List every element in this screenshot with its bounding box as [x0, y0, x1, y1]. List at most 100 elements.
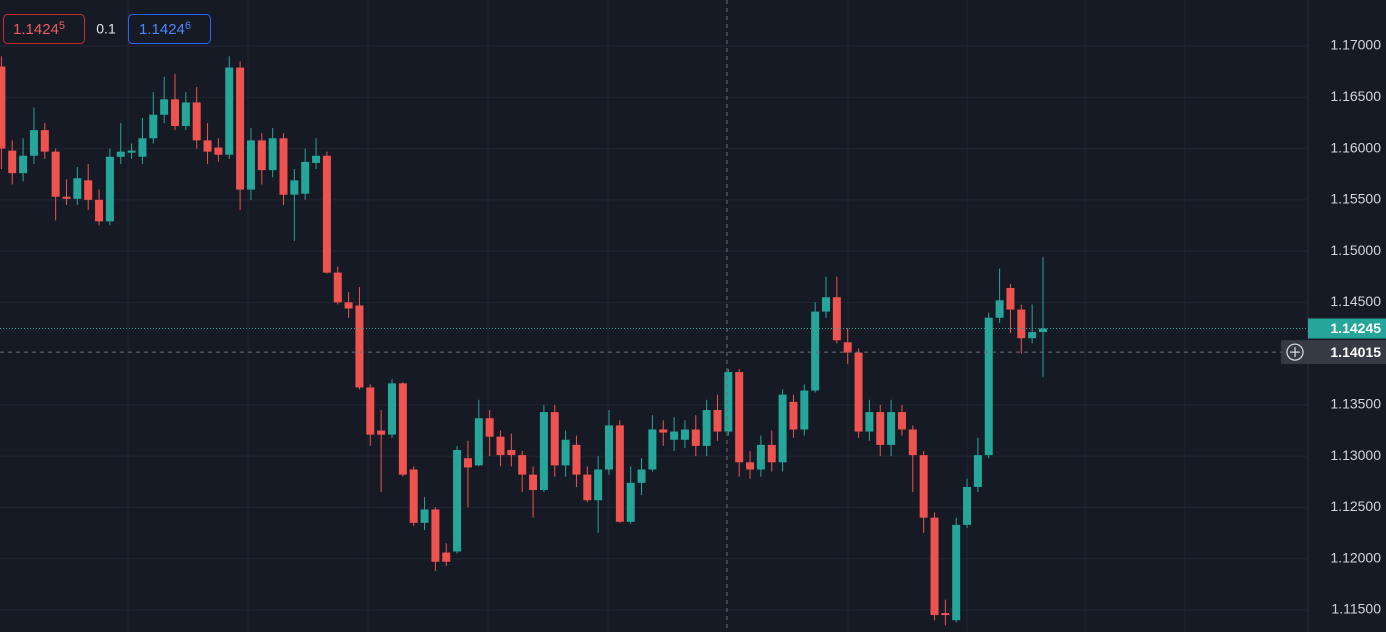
candle-body [257, 140, 266, 171]
y-tick-label: 1.12500 [1330, 498, 1381, 514]
candle-body [73, 178, 82, 199]
sell-price-main: 1.1424 [13, 21, 59, 38]
candle-body [203, 140, 212, 152]
candle-body [626, 482, 635, 522]
candle-body [463, 458, 472, 468]
candle-body [973, 455, 982, 487]
sell-button[interactable] [3, 14, 85, 44]
candle-body [290, 180, 299, 195]
candle-body [876, 412, 885, 445]
candle-body [865, 412, 874, 432]
candle-body [670, 431, 679, 440]
candle-body [930, 517, 939, 616]
candle-body [431, 509, 440, 562]
add-alert-button[interactable] [1286, 343, 1304, 361]
candle-body [691, 429, 700, 446]
overlay [0, 328, 1308, 353]
candle-body [507, 450, 516, 456]
candle-body [746, 462, 755, 470]
candle-body [529, 474, 538, 490]
candle-body [214, 147, 223, 155]
candle-body [84, 180, 93, 200]
candle-body [735, 372, 744, 463]
add-alert-icon [1290, 347, 1300, 358]
candle-body [680, 429, 689, 440]
candle-body [941, 613, 950, 616]
time-grid [127, 0, 1186, 632]
candle-body [561, 439, 570, 466]
candle-body [1028, 332, 1037, 339]
candle-body [887, 412, 896, 445]
last-price-tag [1308, 318, 1386, 339]
candle-body [19, 155, 28, 174]
candle-body [832, 297, 841, 341]
last-price-label: 1.14245 [1330, 320, 1381, 336]
candle-body [149, 114, 158, 139]
candle-body [171, 99, 179, 127]
candle-body [800, 390, 809, 430]
candle-body [0, 66, 6, 149]
candle-body [778, 394, 787, 463]
candle-body [377, 430, 386, 435]
candle-body [963, 486, 972, 525]
y-tick-label: 1.15000 [1330, 242, 1381, 258]
candle-body [8, 150, 17, 174]
candle-body [192, 102, 201, 141]
candle-body [659, 429, 668, 433]
candle-body [583, 474, 592, 501]
y-tick-label: 1.13500 [1330, 396, 1381, 412]
candle-body [409, 469, 418, 523]
candle-body [398, 383, 407, 475]
candle-body [724, 372, 733, 432]
plot [0, 45, 1308, 626]
candle-body [333, 272, 342, 303]
candle-body [420, 509, 429, 523]
candle-body [236, 67, 245, 190]
buy-price-main: 1.1424 [139, 21, 185, 38]
candle-body [95, 199, 104, 222]
candle-body [767, 444, 776, 463]
candle-body [822, 297, 830, 312]
candle-body [322, 155, 331, 273]
buy-button[interactable] [128, 14, 211, 44]
y-tick-label: 1.14500 [1330, 293, 1381, 309]
candle-body [29, 130, 38, 156]
candle-body [984, 317, 993, 456]
candle-body [572, 444, 581, 475]
y-tick-label: 1.16500 [1330, 88, 1381, 104]
candle-body [51, 151, 60, 197]
sell-price: 1.14245 [13, 20, 65, 38]
candle-body [268, 138, 277, 171]
candle-body [105, 156, 114, 222]
candle-body [550, 412, 559, 466]
y-tick-label: 1.17000 [1330, 37, 1381, 53]
candle-body [605, 425, 613, 470]
candle-body [366, 387, 375, 435]
candle-body [127, 150, 136, 153]
candle-body [1006, 288, 1015, 310]
candle-body [594, 469, 603, 501]
candle-body [388, 383, 396, 435]
candle-body [518, 455, 527, 475]
trade-panel: 1.14245 0.1 1.14246 [3, 14, 211, 44]
candle-body [344, 302, 353, 309]
candle-body [301, 161, 310, 194]
buy-price: 1.14246 [139, 20, 191, 38]
spread: 0.1 [96, 21, 116, 37]
candle-body [615, 425, 624, 522]
candle-body [40, 130, 49, 152]
candle-body [246, 140, 255, 190]
y-tick-label: 1.15500 [1330, 191, 1381, 207]
candle-body [648, 429, 657, 470]
candle-body [279, 138, 288, 195]
candle-body [485, 418, 494, 437]
y-tick-label: 1.11500 [1331, 601, 1381, 617]
candle-body [138, 138, 147, 157]
candle-body [897, 412, 906, 430]
candle-body [539, 412, 548, 490]
candle-body [160, 99, 169, 115]
candle-body [116, 151, 125, 157]
candle-body [713, 410, 722, 432]
candle-body [811, 311, 820, 391]
